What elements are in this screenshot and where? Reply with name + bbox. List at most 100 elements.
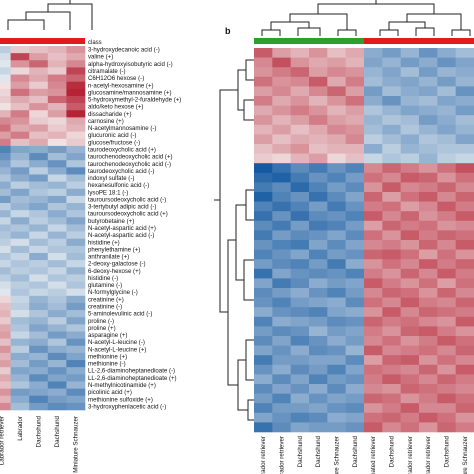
heatmap-cell xyxy=(364,172,383,183)
heatmap-cell xyxy=(29,160,49,168)
heatmap-cell xyxy=(437,57,456,68)
heatmap-cell xyxy=(455,220,474,231)
heatmap-cell xyxy=(309,105,328,116)
heatmap-cell xyxy=(10,331,30,339)
heatmap-cell xyxy=(290,393,310,404)
heatmap-cell xyxy=(455,201,474,212)
heatmap-cell xyxy=(419,182,438,193)
heatmap-cell xyxy=(10,302,30,311)
heatmap-cell xyxy=(309,57,328,68)
heatmap-cell xyxy=(382,259,401,270)
heatmap-cell xyxy=(437,249,456,260)
row-label: valine (+) xyxy=(88,54,113,61)
heatmap-cell xyxy=(29,181,49,190)
heatmap-cell xyxy=(309,153,328,164)
row-label: lysoPE 18:1 (-) xyxy=(88,189,128,196)
heatmap-cell xyxy=(345,76,365,87)
row-label: N-acetyl-aspartic acid (+) xyxy=(88,225,156,232)
class-bar-segment xyxy=(419,38,438,44)
heatmap-cell xyxy=(455,182,474,193)
heatmap-cell xyxy=(47,238,67,247)
heatmap-cell xyxy=(29,238,49,247)
heatmap-cell xyxy=(437,96,456,106)
heatmap-cell xyxy=(309,240,328,250)
row-label: 6-deoxy-hexose (+) xyxy=(88,268,141,275)
heatmap-cell xyxy=(47,288,67,297)
row-label: tauroursodeoxycholic acid (+) xyxy=(88,211,168,218)
row-label: glucosamine/mannosamine (+) xyxy=(88,89,172,96)
heatmap-cell xyxy=(327,297,346,308)
heatmap-cell xyxy=(345,336,365,346)
row-label: N-acetyl-L-leucine (-) xyxy=(88,339,145,346)
heatmap-cell xyxy=(345,220,365,231)
heatmap-cell xyxy=(0,302,11,311)
heatmap-cell xyxy=(29,352,49,361)
heatmap-cell xyxy=(254,268,273,279)
heatmap-cell xyxy=(382,105,401,116)
heatmap-cell xyxy=(419,172,438,183)
heatmap-cell xyxy=(0,367,11,375)
heatmap-cell xyxy=(345,201,365,212)
heatmap-cell xyxy=(47,388,67,397)
heatmap-cell xyxy=(382,326,401,337)
heatmap-cell xyxy=(0,252,11,261)
heatmap-cell xyxy=(0,88,11,97)
heatmap-cell xyxy=(382,220,401,231)
heatmap-cell xyxy=(47,324,67,332)
heatmap-cell xyxy=(309,230,328,241)
dendrogram-branch xyxy=(379,29,399,36)
heatmap-cell xyxy=(419,67,438,78)
heatmap-cell xyxy=(382,364,401,375)
heatmap-cell xyxy=(272,316,291,327)
heatmap-cell xyxy=(0,295,11,304)
heatmap-cell xyxy=(10,81,30,90)
heatmap-cell xyxy=(437,115,456,126)
dendrogram-branch xyxy=(317,3,435,14)
heatmap-cell xyxy=(419,163,438,174)
heatmap-cell xyxy=(10,88,30,97)
row-label: 3-tertybutyl adipic acid (-) xyxy=(88,204,156,211)
heatmap-cell xyxy=(327,134,346,145)
heatmap-cell xyxy=(29,145,49,154)
heatmap-cell xyxy=(419,211,438,222)
heatmap-cell xyxy=(47,267,67,275)
heatmap-cell xyxy=(382,172,401,183)
heatmap-cell xyxy=(47,110,67,118)
dendrogram-branch xyxy=(337,29,357,36)
dendrogram-branch xyxy=(270,21,310,30)
heatmap-cell xyxy=(254,230,273,241)
heatmap-cell xyxy=(66,138,86,147)
heatmap-cell xyxy=(400,259,420,270)
heatmap-cell xyxy=(400,96,420,106)
heatmap-cell xyxy=(364,374,383,385)
heatmap-cell xyxy=(419,249,438,260)
heatmap-cell xyxy=(345,172,365,183)
heatmap-cell xyxy=(345,105,365,116)
heatmap-cell xyxy=(327,249,346,260)
heatmap-cell xyxy=(254,48,273,58)
heatmap-cell xyxy=(419,259,438,270)
dendrogram-branch xyxy=(247,399,254,421)
heatmap-cell xyxy=(327,115,346,126)
heatmap-cell xyxy=(400,163,420,174)
column-label: Miniature Schnauzer xyxy=(73,416,80,473)
heatmap-cell xyxy=(455,115,474,126)
heatmap-cell xyxy=(290,57,310,68)
heatmap-cell xyxy=(455,412,474,423)
heatmap-cell xyxy=(254,412,273,423)
heatmap-cell xyxy=(345,384,365,394)
heatmap-cell xyxy=(10,281,30,289)
heatmap-cell xyxy=(364,268,383,279)
heatmap-cell xyxy=(29,53,49,61)
heatmap-cell xyxy=(47,395,67,404)
heatmap-cell xyxy=(309,297,328,308)
heatmap-cell xyxy=(254,336,273,346)
row-label: histidine (+) xyxy=(88,239,120,246)
heatmap-cell xyxy=(0,81,11,90)
heatmap-cell xyxy=(10,110,30,118)
class-bar-segment xyxy=(290,38,310,44)
heatmap-cell xyxy=(400,345,420,356)
heatmap-cell xyxy=(345,403,365,414)
heatmap-cell xyxy=(0,153,11,161)
heatmap-cell xyxy=(345,67,365,78)
